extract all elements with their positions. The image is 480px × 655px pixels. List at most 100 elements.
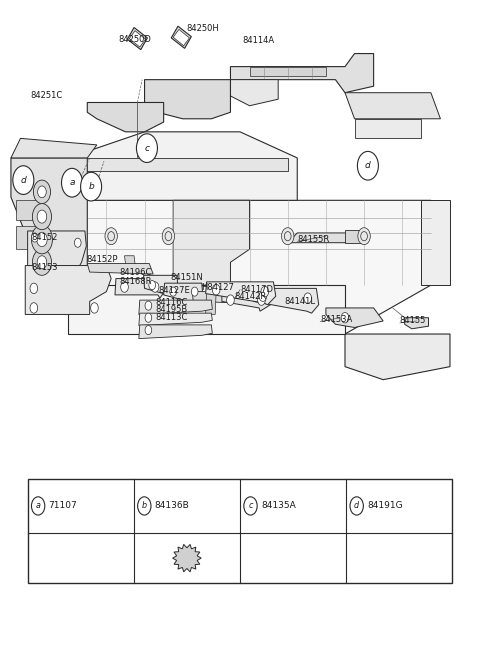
Circle shape xyxy=(227,295,234,305)
Polygon shape xyxy=(87,102,164,132)
Bar xyxy=(16,200,42,220)
Circle shape xyxy=(151,282,159,292)
Bar xyxy=(28,479,452,583)
Polygon shape xyxy=(355,119,421,138)
Circle shape xyxy=(37,210,47,223)
Circle shape xyxy=(192,287,198,296)
Text: 84168R: 84168R xyxy=(120,276,152,286)
Circle shape xyxy=(244,496,257,515)
Circle shape xyxy=(358,228,370,245)
Text: 84113C: 84113C xyxy=(155,313,187,322)
Circle shape xyxy=(32,225,52,253)
Polygon shape xyxy=(25,265,111,314)
Text: 84142R: 84142R xyxy=(234,292,266,301)
Polygon shape xyxy=(345,230,364,243)
Polygon shape xyxy=(173,29,190,46)
Text: 84114A: 84114A xyxy=(242,36,275,45)
Ellipse shape xyxy=(285,550,302,567)
Polygon shape xyxy=(127,28,147,50)
Circle shape xyxy=(33,204,51,230)
Circle shape xyxy=(37,255,47,269)
Text: 84250H: 84250H xyxy=(187,24,219,33)
Circle shape xyxy=(281,228,294,245)
Polygon shape xyxy=(205,282,276,305)
Circle shape xyxy=(212,284,220,295)
Circle shape xyxy=(81,172,102,201)
Polygon shape xyxy=(87,263,153,274)
Circle shape xyxy=(145,301,152,310)
Circle shape xyxy=(30,283,37,293)
Text: d: d xyxy=(21,176,26,185)
Polygon shape xyxy=(129,31,145,47)
Circle shape xyxy=(170,287,177,296)
Text: 84152: 84152 xyxy=(31,233,57,242)
Ellipse shape xyxy=(384,546,415,570)
Circle shape xyxy=(304,293,312,303)
Polygon shape xyxy=(253,288,319,313)
Text: a: a xyxy=(36,502,41,510)
Polygon shape xyxy=(139,313,212,326)
Text: b: b xyxy=(142,502,147,510)
Polygon shape xyxy=(11,138,97,158)
Polygon shape xyxy=(164,283,203,303)
Polygon shape xyxy=(173,200,250,285)
Polygon shape xyxy=(124,255,135,263)
Text: 84116C: 84116C xyxy=(155,297,187,307)
Circle shape xyxy=(32,233,38,242)
Polygon shape xyxy=(230,54,373,93)
Text: 84153: 84153 xyxy=(31,263,58,272)
Circle shape xyxy=(13,166,34,195)
Text: 84153A: 84153A xyxy=(320,315,352,324)
Polygon shape xyxy=(68,132,297,200)
Text: 84250D: 84250D xyxy=(118,35,151,44)
Circle shape xyxy=(259,291,267,301)
Polygon shape xyxy=(250,67,326,77)
Circle shape xyxy=(341,312,349,323)
Text: 84196C: 84196C xyxy=(120,268,152,277)
Polygon shape xyxy=(345,93,441,119)
Polygon shape xyxy=(11,158,87,285)
Polygon shape xyxy=(139,300,212,314)
Polygon shape xyxy=(49,200,78,285)
Text: H84127: H84127 xyxy=(201,282,234,291)
Circle shape xyxy=(74,238,81,248)
Polygon shape xyxy=(68,200,431,334)
Text: 84191G: 84191G xyxy=(367,502,403,510)
Circle shape xyxy=(145,326,152,335)
Polygon shape xyxy=(230,80,278,105)
Ellipse shape xyxy=(68,545,94,571)
Text: 84152P: 84152P xyxy=(86,255,118,263)
Polygon shape xyxy=(144,275,178,296)
Polygon shape xyxy=(28,231,86,269)
Polygon shape xyxy=(171,26,192,48)
Polygon shape xyxy=(68,285,345,334)
Ellipse shape xyxy=(278,543,308,573)
Text: 84151N: 84151N xyxy=(171,272,204,282)
Circle shape xyxy=(358,151,378,180)
Text: 84141L: 84141L xyxy=(284,297,315,306)
Polygon shape xyxy=(421,200,450,285)
Bar xyxy=(16,227,42,250)
Circle shape xyxy=(120,282,128,292)
Circle shape xyxy=(350,496,363,515)
Text: 84136B: 84136B xyxy=(155,502,190,510)
Text: d: d xyxy=(365,161,371,170)
Circle shape xyxy=(105,228,117,245)
Polygon shape xyxy=(144,80,230,119)
Polygon shape xyxy=(78,158,288,171)
Polygon shape xyxy=(222,291,271,311)
Circle shape xyxy=(37,186,46,198)
Text: 71107: 71107 xyxy=(48,502,77,510)
Circle shape xyxy=(61,168,83,197)
Text: 84135A: 84135A xyxy=(261,502,296,510)
Polygon shape xyxy=(326,308,383,328)
Circle shape xyxy=(30,303,37,313)
Polygon shape xyxy=(205,291,216,314)
Text: d: d xyxy=(354,502,359,510)
Circle shape xyxy=(261,286,269,297)
Circle shape xyxy=(34,180,50,204)
Circle shape xyxy=(36,233,47,247)
Text: c: c xyxy=(248,502,252,510)
Circle shape xyxy=(33,250,51,275)
Text: 84117D: 84117D xyxy=(240,284,273,293)
